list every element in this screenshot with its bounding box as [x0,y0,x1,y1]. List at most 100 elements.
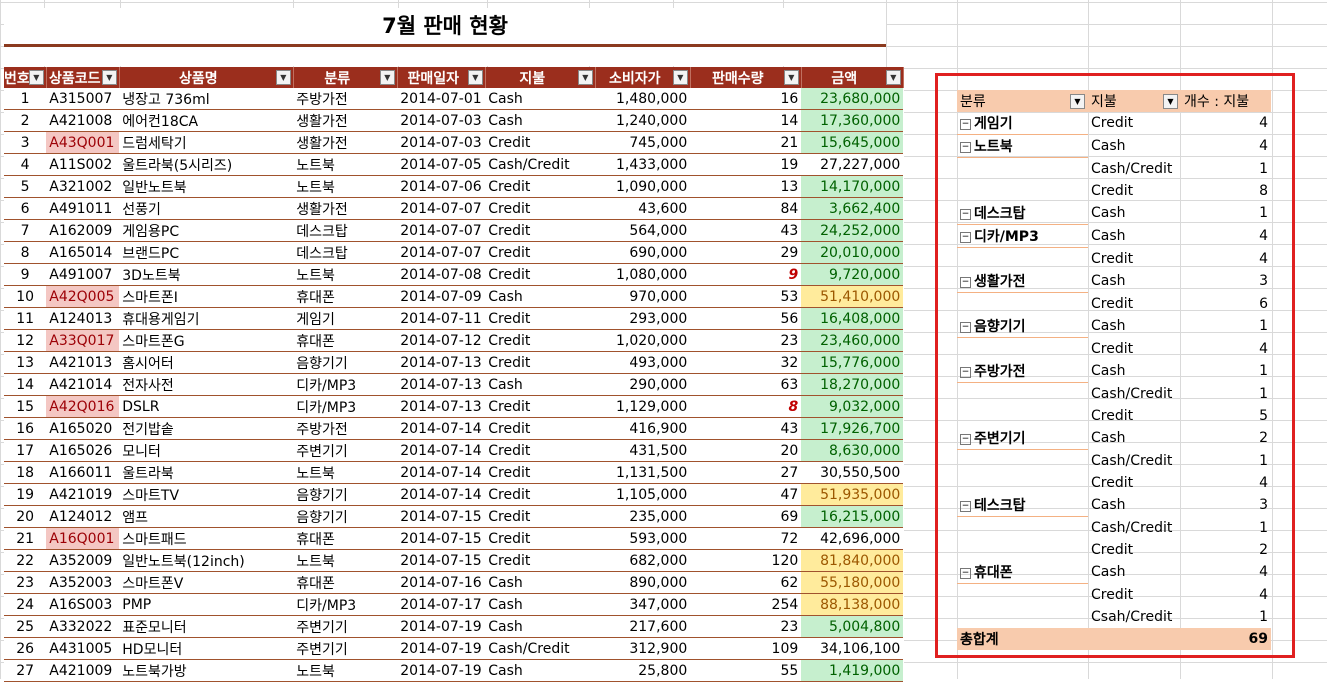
cell-date[interactable]: 2014-07-03 [397,131,486,154]
pivot-count-cell[interactable]: 4 [1259,250,1268,267]
pivot-total-value[interactable]: 69 [1181,628,1271,650]
cell-payment[interactable]: Cash [485,109,596,132]
pivot-category-cell[interactable] [957,584,1088,607]
pivot-payment-cell[interactable]: Credit [1091,475,1134,491]
pivot-count-cell[interactable]: 8 [1259,183,1268,199]
cell-code[interactable]: A421008 [46,109,120,132]
pivot-count-cell[interactable]: 3 [1259,497,1268,514]
cell-no[interactable]: 13 [4,351,47,374]
cell-name[interactable]: 3D노트북 [119,263,294,286]
header-amount[interactable]: 금액 ▼ [801,67,904,88]
cell-quantity[interactable]: 8 [690,395,802,418]
cell-price[interactable]: 431,500 [595,439,691,462]
cell-code[interactable]: A352003 [46,571,120,594]
pivot-category-cell[interactable]: − 생활가전 [957,270,1088,293]
cell-amount[interactable]: 8,630,000 [801,439,904,462]
cell-name[interactable]: 일반노트북(12inch) [119,549,294,572]
cell-price[interactable]: 25,800 [595,659,691,682]
pivot-count-cell[interactable]: 1 [1259,519,1268,536]
pivot-count-cell[interactable]: 3 [1259,273,1268,290]
cell-amount[interactable]: 15,645,000 [801,131,904,154]
cell-code[interactable]: A16Q001 [46,527,120,550]
cell-date[interactable]: 2014-07-07 [397,219,486,242]
dropdown-arrow-icon[interactable]: ▼ [275,70,291,85]
cell-price[interactable]: 690,000 [595,241,691,264]
cell-amount[interactable]: 88,138,000 [801,593,904,616]
cell-name[interactable]: 전기밥솥 [119,417,294,440]
cell-payment[interactable]: Credit [485,351,596,374]
cell-date[interactable]: 2014-07-01 [397,88,486,110]
cell-amount[interactable]: 16,215,000 [801,505,904,528]
cell-payment[interactable]: Credit [485,527,596,550]
pivot-payment-cell[interactable]: Cash [1091,564,1126,581]
cell-amount[interactable]: 24,252,000 [801,219,904,242]
cell-quantity[interactable]: 27 [690,461,802,484]
pivot-category-cell[interactable] [957,248,1088,271]
cell-quantity[interactable]: 19 [690,153,802,176]
cell-date[interactable]: 2014-07-03 [397,109,486,132]
cell-no[interactable]: 8 [4,241,47,264]
cell-code[interactable]: A43Q001 [46,131,120,154]
cell-price[interactable]: 1,131,500 [595,461,691,484]
cell-date[interactable]: 2014-07-07 [397,197,486,220]
cell-payment[interactable]: Credit [485,263,596,286]
cell-amount[interactable]: 81,840,000 [801,549,904,572]
pivot-category-cell[interactable] [957,180,1088,202]
cell-date[interactable]: 2014-07-14 [397,483,486,506]
cell-quantity[interactable]: 120 [690,549,802,572]
cell-no[interactable]: 1 [4,88,47,110]
cell-category[interactable]: 휴대폰 [293,527,398,550]
cell-date[interactable]: 2014-07-08 [397,263,486,286]
cell-quantity[interactable]: 20 [690,439,802,462]
cell-price[interactable]: 293,000 [595,307,691,330]
cell-amount[interactable]: 30,550,500 [801,461,904,484]
pivot-payment-cell[interactable]: Csah/Credit [1091,609,1173,625]
pivot-count-cell[interactable]: 1 [1259,609,1268,625]
cell-name[interactable]: 울트라북 [119,461,294,484]
pivot-payment-cell[interactable]: Credit [1091,542,1134,558]
pivot-category-cell[interactable] [957,606,1088,628]
cell-no[interactable]: 12 [4,329,47,352]
pivot-count-cell[interactable]: 4 [1259,564,1268,581]
pivot-category-cell[interactable]: − 게임기 [957,112,1088,135]
cell-no[interactable]: 10 [4,285,47,308]
pivot-category-cell[interactable] [957,293,1088,316]
cell-price[interactable]: 1,433,000 [595,153,691,176]
pivot-header-category[interactable]: 분류 ▼ [957,90,1088,112]
cell-quantity[interactable]: 56 [690,307,802,330]
cell-payment[interactable]: Credit [485,549,596,572]
pivot-category-cell[interactable] [957,450,1088,473]
cell-quantity[interactable]: 63 [690,373,802,396]
cell-name[interactable]: 앰프 [119,505,294,528]
collapse-minus-icon[interactable]: − [960,366,971,378]
cell-date[interactable]: 2014-07-15 [397,505,486,528]
cell-amount[interactable]: 51,935,000 [801,483,904,506]
cell-category[interactable]: 휴대폰 [293,329,398,352]
cell-payment[interactable]: Credit [485,395,596,418]
pivot-count-cell[interactable]: 1 [1259,160,1268,177]
pivot-count-cell[interactable]: 4 [1259,138,1268,154]
header-category[interactable]: 분류 ▼ [293,67,398,88]
cell-category[interactable]: 노트북 [293,175,398,198]
cell-category[interactable]: 주변기기 [293,615,398,638]
pivot-category-cell[interactable] [957,158,1088,181]
cell-name[interactable]: 선풍기 [119,197,294,220]
cell-quantity[interactable]: 55 [690,659,802,682]
pivot-category-cell[interactable]: − 음향기기 [957,315,1088,338]
pivot-category-cell[interactable] [957,405,1088,427]
pivot-payment-cell[interactable]: Credit [1091,408,1134,424]
collapse-minus-icon[interactable]: − [960,433,971,445]
cell-date[interactable]: 2014-07-11 [397,307,486,330]
cell-category[interactable]: 휴대폰 [293,285,398,308]
cell-no[interactable]: 18 [4,461,47,484]
cell-date[interactable]: 2014-07-19 [397,615,486,638]
cell-code[interactable]: A165020 [46,417,120,440]
cell-no[interactable]: 5 [4,175,47,198]
cell-date[interactable]: 2014-07-14 [397,461,486,484]
cell-category[interactable]: 데스크탑 [293,241,398,264]
cell-date[interactable]: 2014-07-12 [397,329,486,352]
cell-code[interactable]: A332022 [46,615,120,638]
cell-name[interactable]: DSLR [119,395,294,418]
cell-no[interactable]: 20 [4,505,47,528]
collapse-minus-icon[interactable]: − [960,141,971,153]
